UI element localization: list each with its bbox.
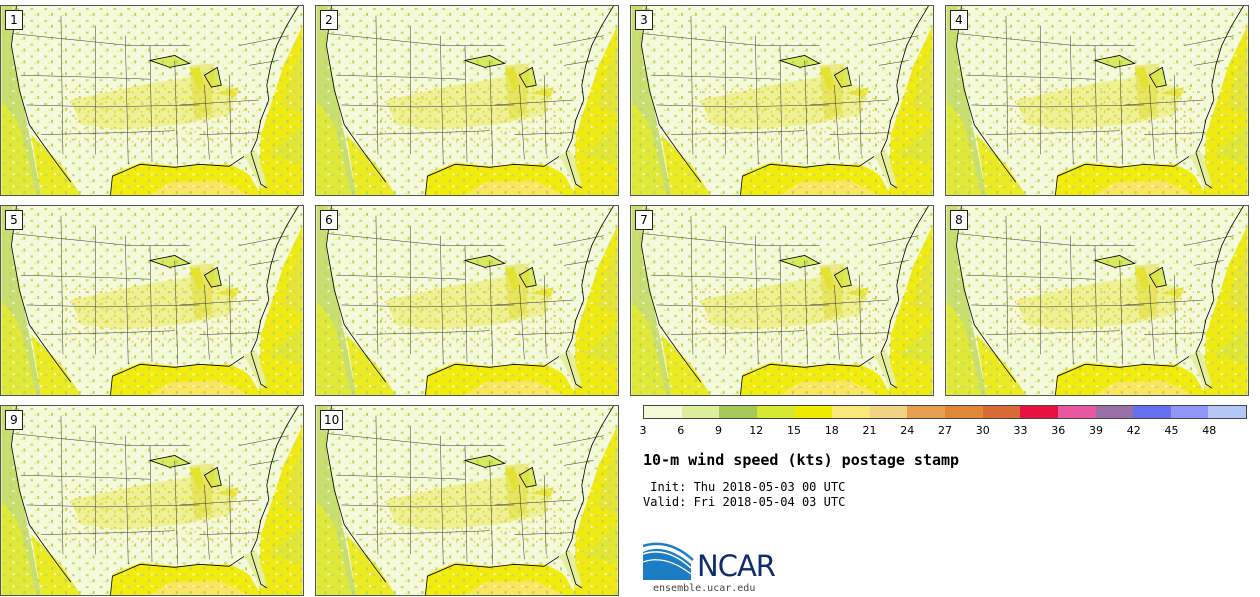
colorbar-tick: 33	[1013, 424, 1028, 437]
colorbar-segment	[982, 406, 1021, 418]
member-number-label: 2	[320, 10, 338, 30]
ncar-logo-text: NCAR	[697, 549, 776, 583]
ensemble-member-panel-2[interactable]: 2	[315, 5, 619, 196]
colorbar-segment	[1208, 406, 1246, 418]
wind-speed-map	[946, 206, 1248, 395]
member-number-label: 4	[950, 10, 968, 30]
ensemble-member-panel-3[interactable]: 3	[630, 5, 934, 196]
colorbar-segment	[1170, 406, 1209, 418]
member-number-label: 9	[5, 410, 23, 430]
colorbar-tick: 24	[900, 424, 915, 437]
ensemble-member-panel-10[interactable]: 10	[315, 405, 619, 596]
colorbar-tick: 12	[749, 424, 764, 437]
colorbar-tick: 30	[975, 424, 990, 437]
colorbar-segment	[832, 406, 870, 418]
colorbar-tick: 27	[938, 424, 952, 437]
wind-speed-colorbar	[643, 405, 1247, 419]
colorbar-segment	[1057, 406, 1096, 418]
member-number-label: 10	[320, 410, 344, 430]
wind-speed-map	[1, 406, 303, 595]
colorbar-tick: 36	[1051, 424, 1066, 437]
colorbar-segment	[681, 406, 720, 418]
member-number-label: 8	[950, 210, 968, 230]
colorbar-tick: 45	[1164, 424, 1179, 437]
ensemble-member-panel-8[interactable]: 8	[945, 205, 1249, 396]
member-number-label: 7	[635, 210, 653, 230]
wind-speed-map	[631, 6, 933, 195]
colorbar-tick: 42	[1126, 424, 1141, 437]
colorbar-segment	[1020, 406, 1058, 418]
init-time: Init: Thu 2018-05-03 00 UTC	[643, 480, 846, 494]
colorbar-segment	[869, 406, 908, 418]
colorbar-tick: 15	[787, 424, 801, 437]
ensemble-member-panel-9[interactable]: 9	[0, 405, 304, 596]
colorbar-segment	[907, 406, 945, 418]
wind-speed-map	[316, 206, 618, 395]
member-number-label: 6	[320, 210, 338, 230]
colorbar-segment	[719, 406, 757, 418]
wind-speed-map	[631, 206, 933, 395]
ensemble-url: ensemble.ucar.edu	[653, 583, 756, 594]
ensemble-member-panel-4[interactable]: 4	[945, 5, 1249, 196]
colorbar-tick: 6	[677, 424, 685, 437]
member-number-label: 1	[5, 10, 23, 30]
colorbar-segment	[644, 406, 682, 418]
ensemble-member-panel-7[interactable]: 7	[630, 205, 934, 396]
colorbar-tick: 9	[715, 424, 722, 437]
wind-speed-map	[1, 206, 303, 395]
valid-time: Valid: Fri 2018-05-04 03 UTC	[643, 495, 846, 509]
colorbar-segment	[756, 406, 795, 418]
colorbar-tick: 18	[824, 424, 839, 437]
ensemble-member-panel-5[interactable]: 5	[0, 205, 304, 396]
ensemble-member-panel-1[interactable]: 1	[0, 5, 304, 196]
colorbar-segment	[1133, 406, 1171, 418]
wind-speed-map	[316, 406, 618, 595]
wind-speed-map	[946, 6, 1248, 195]
ncar-logo-icon	[643, 542, 694, 580]
colorbar-segment	[1095, 406, 1134, 418]
ensemble-member-panel-6[interactable]: 6	[315, 205, 619, 396]
colorbar-tick: 3	[639, 424, 647, 437]
plot-title: 10-m wind speed (kts) postage stamp	[643, 451, 960, 469]
colorbar-segment	[945, 406, 983, 418]
colorbar-tick: 48	[1202, 424, 1217, 437]
member-number-label: 5	[5, 210, 23, 230]
colorbar-tick: 21	[862, 424, 877, 437]
member-number-label: 3	[635, 10, 653, 30]
wind-speed-map	[1, 6, 303, 195]
colorbar-segment	[794, 406, 833, 418]
colorbar-tick: 39	[1089, 424, 1103, 437]
wind-speed-map	[316, 6, 618, 195]
